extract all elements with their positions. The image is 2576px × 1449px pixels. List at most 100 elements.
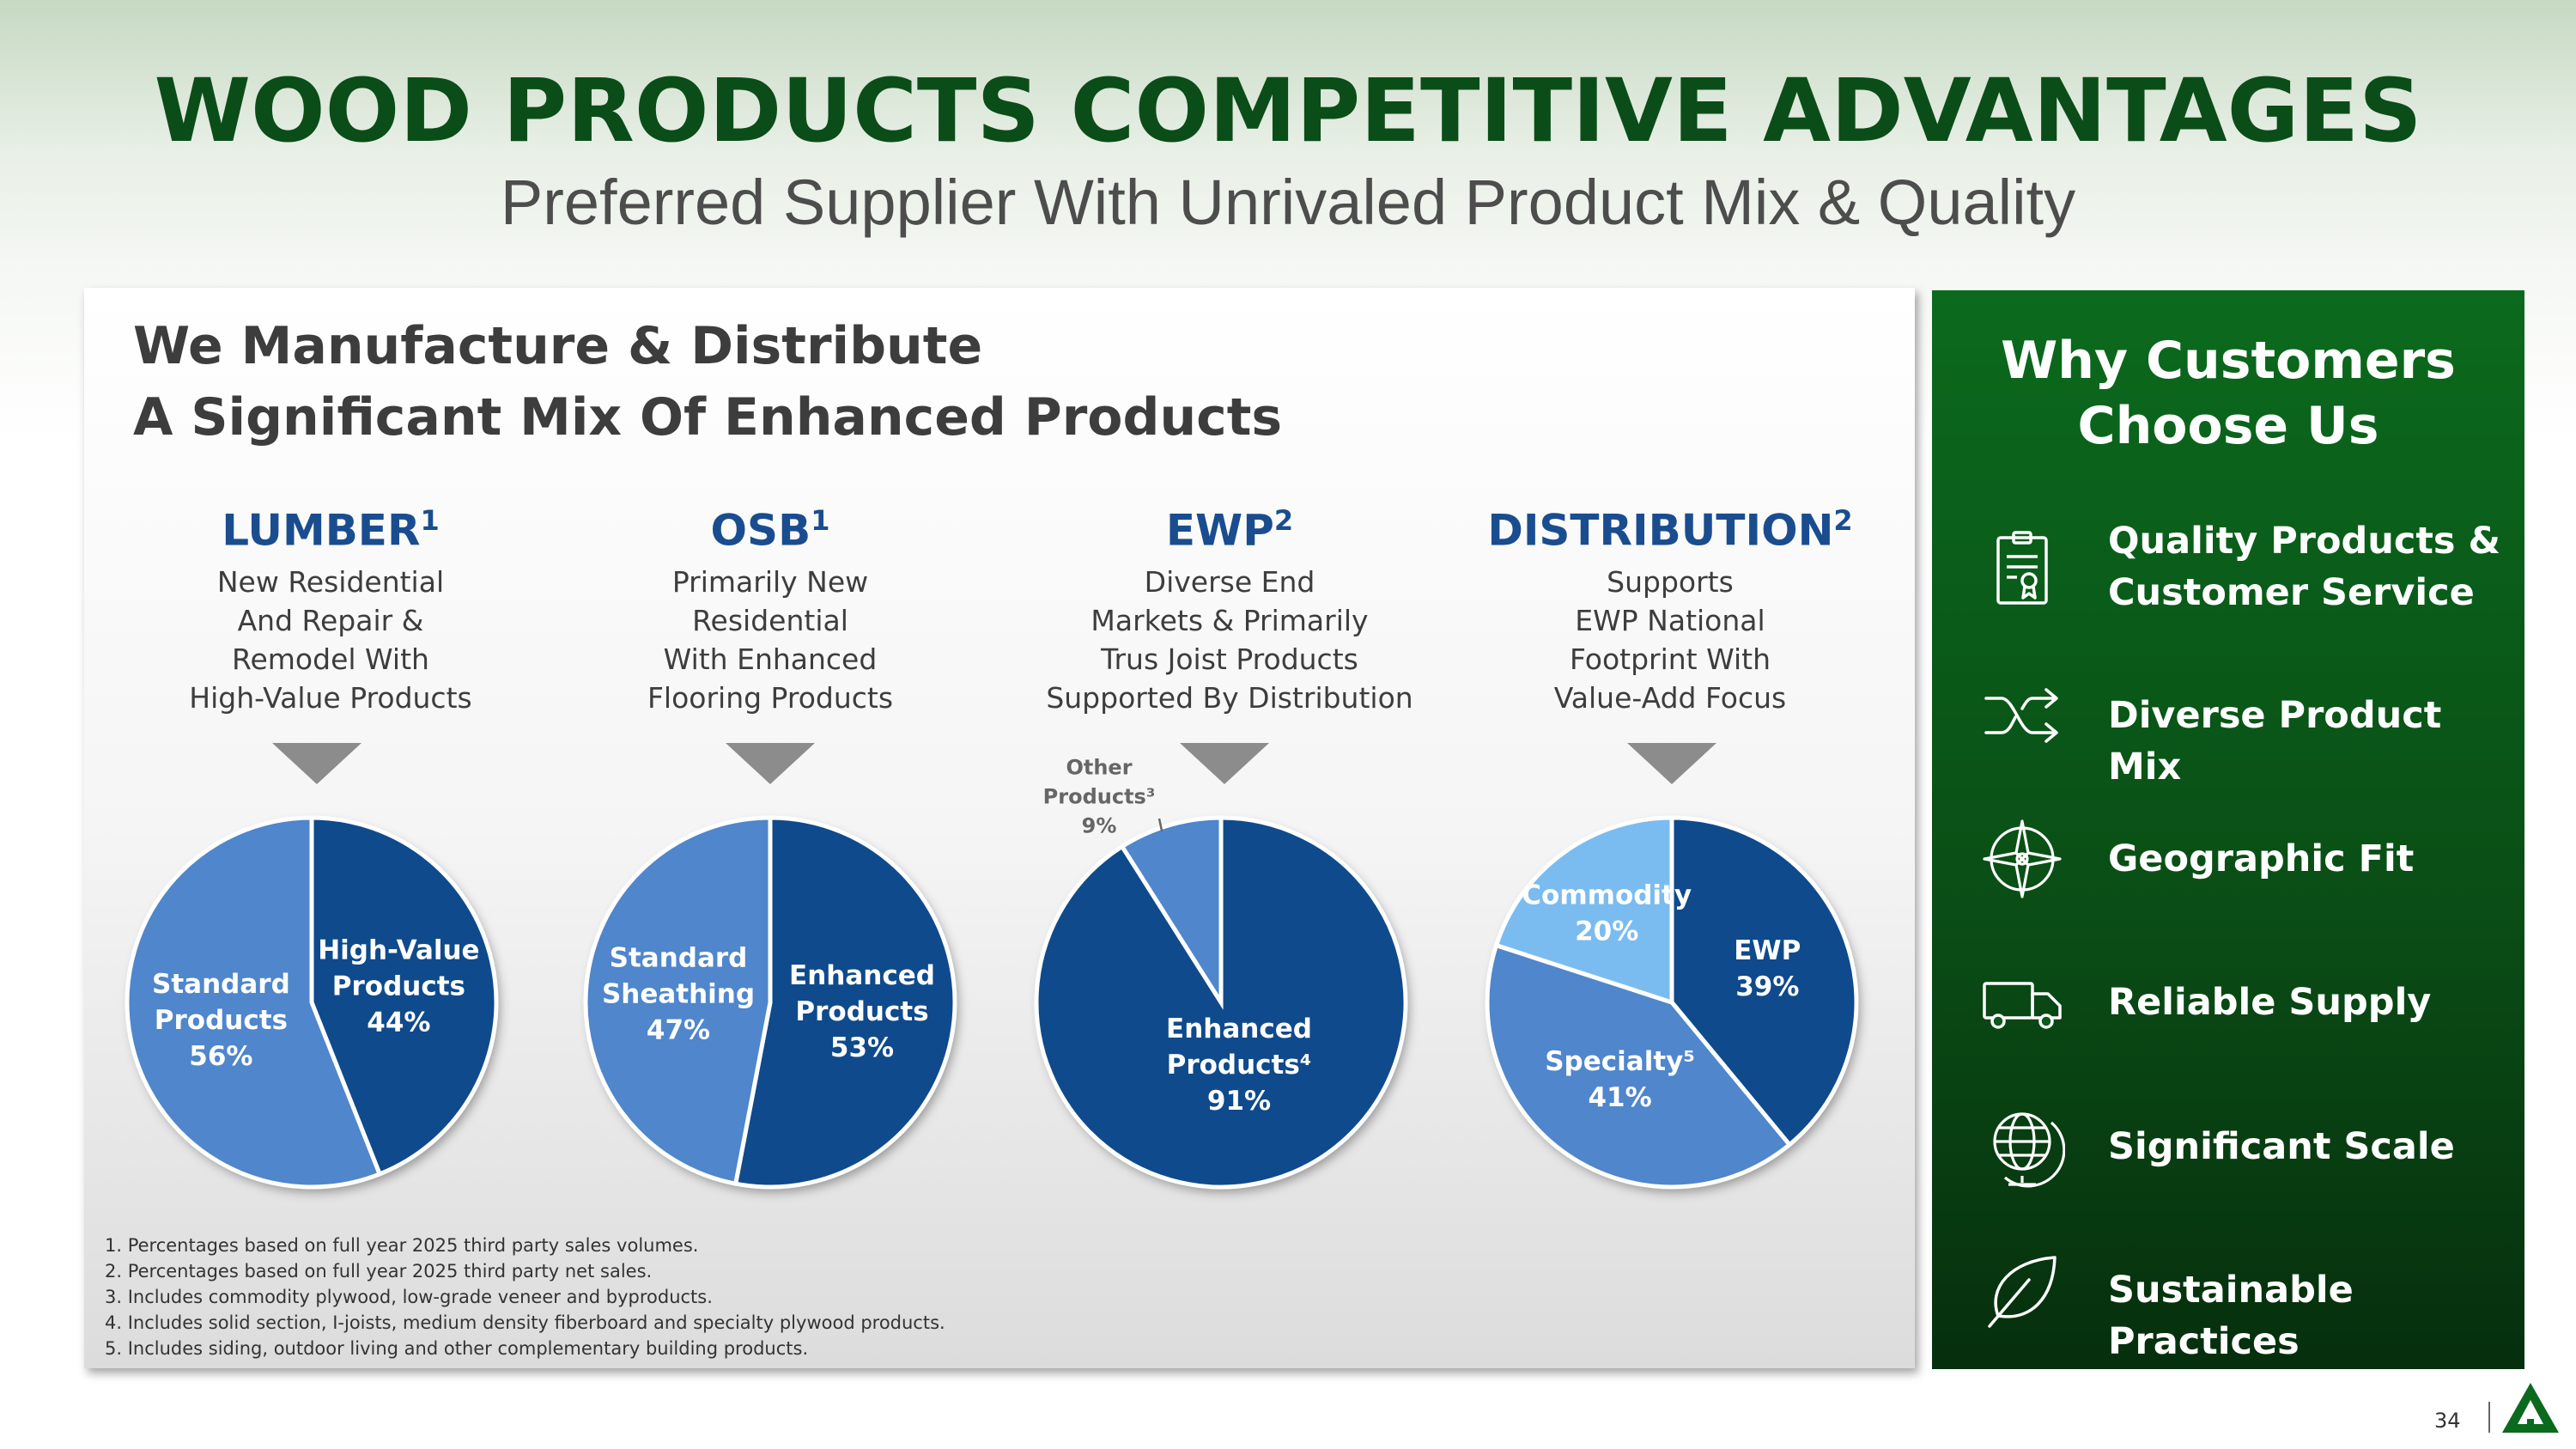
- slice-label-line: Enhanced: [1166, 1014, 1312, 1044]
- slice-label: EWP 39%: [1734, 935, 1801, 1002]
- slice-label-line: Standard: [610, 943, 748, 974]
- tree-logo-icon: [2502, 1383, 2559, 1433]
- desc-line: New Residential: [216, 565, 445, 599]
- slice-label-line: EWP: [1734, 935, 1801, 966]
- leaf-icon: [1988, 1256, 2057, 1328]
- footnote-3: 3. Includes commodity plywood, low-grade…: [105, 1287, 713, 1307]
- desc-line: Primarily New: [671, 565, 869, 599]
- certificate-icon: [1996, 531, 2048, 605]
- sidebar-title-line1: Why Customers: [2001, 331, 2456, 391]
- desc-line: And Repair &: [237, 604, 424, 637]
- slice-label-line: 44%: [367, 1008, 430, 1038]
- footnote-1: 1. Percentages based on full year 2025 t…: [105, 1235, 699, 1256]
- slice-label-line: 41%: [1588, 1082, 1651, 1113]
- slice-label: Standard Sheathing 47%: [602, 943, 755, 1046]
- panel-title-line1: We Manufacture & Distribute: [133, 316, 983, 376]
- pie-lumber: High-Value Products 44% Standard Products 56%: [125, 815, 499, 1190]
- slice-label-line: 39%: [1735, 971, 1799, 1002]
- reason-line: Diverse Product Mix: [2108, 694, 2442, 788]
- slice-label: Other Products³ 9%: [1043, 755, 1156, 837]
- slice-label: Specialty⁵ 41%: [1545, 1046, 1695, 1113]
- sidebar-title: Why Customers Choose Us: [1932, 328, 2524, 459]
- pie-slice: [309, 815, 499, 1178]
- slice-label-line: Commodity: [1522, 880, 1692, 911]
- slice-label-line: High-Value: [318, 935, 479, 966]
- pie-slice: [1119, 815, 1224, 1010]
- desc-line: High-Value Products: [189, 681, 472, 715]
- reason-quality: Quality Products & Customer Service: [2108, 515, 2520, 618]
- reason-sustainable: Sustainable Practices: [2108, 1264, 2520, 1367]
- shuffle-icon: [1984, 688, 2058, 743]
- leader-line: [1157, 818, 1163, 832]
- slice-label-line: Products: [332, 971, 465, 1002]
- slice-label-line: 47%: [647, 1015, 710, 1046]
- slice-label-line: Products: [795, 996, 928, 1027]
- desc-line: Remodel With: [232, 642, 429, 676]
- desc-line: Value-Add Focus: [1553, 681, 1787, 715]
- footnotes: 1. Percentages based on full year 2025 t…: [105, 1233, 945, 1361]
- pie-slice: [732, 815, 957, 1190]
- pie-slice: [1485, 942, 1793, 1190]
- slice-label-line: 56%: [189, 1041, 252, 1072]
- compass-icon: [1983, 819, 2062, 898]
- pie-ewp: Enhanced Products⁴ 91% Other Products³ 9%: [1034, 755, 1408, 1190]
- reason-line: Quality Products &: [2108, 520, 2500, 563]
- desc-line: With Enhanced: [663, 642, 878, 676]
- pie-slice: [125, 815, 383, 1190]
- slice-label-line: Products: [155, 1005, 288, 1036]
- reason-line: Significant Scale: [2108, 1125, 2455, 1168]
- slice-label-line: Other: [1066, 755, 1132, 779]
- panel-title: We Manufacture & Distribute A Significan…: [133, 311, 1282, 454]
- globe-icon: [1993, 1112, 2065, 1188]
- desc-line: Trus Joist Products: [1101, 642, 1358, 676]
- segment-desc-distribution: Supports EWP National Footprint With Val…: [1413, 563, 1928, 717]
- reason-line: Geographic Fit: [2108, 837, 2415, 880]
- truck-icon: [1983, 982, 2062, 1029]
- slice-label-line: 91%: [1207, 1086, 1271, 1117]
- page-title: WOOD PRODUCTS COMPETITIVE ADVANTAGES: [154, 60, 2422, 162]
- segment-desc-ewp: Diverse End Markets & Primarily Trus Joi…: [972, 563, 1487, 717]
- slice-label: High-Value Products 44%: [318, 935, 479, 1038]
- footnote-5: 5. Includes siding, outdoor living and o…: [105, 1338, 809, 1359]
- desc-line: Footprint With: [1569, 642, 1771, 676]
- desc-line: Flooring Products: [647, 681, 894, 715]
- desc-line: Markets & Primarily: [1091, 604, 1369, 637]
- slice-label-line: 53%: [830, 1032, 894, 1063]
- slice-label: Enhanced Products 53%: [789, 960, 935, 1063]
- page-divider: [2488, 1402, 2490, 1433]
- segment-title-osb: OSB1: [710, 504, 830, 556]
- segment-title-lumber: LUMBER1: [222, 504, 440, 556]
- reason-diverse-mix: Diverse Product Mix: [2108, 690, 2520, 793]
- slice-label: Enhanced Products⁴ 91%: [1166, 1014, 1312, 1117]
- pie-osb: Enhanced Products 53% Standard Sheathing 47%: [583, 815, 957, 1190]
- slice-label: Commodity 20%: [1522, 880, 1692, 947]
- reason-line: Customer Service: [2108, 571, 2475, 614]
- footnote-2: 2. Percentages based on full year 2025 t…: [105, 1261, 653, 1282]
- reason-line: Sustainable Practices: [2108, 1269, 2354, 1363]
- slice-label-line: Products⁴: [1167, 1050, 1312, 1081]
- slice-label-line: Sheathing: [602, 979, 755, 1010]
- panel-title-line2: A Significant Mix Of Enhanced Products: [133, 387, 1283, 447]
- page-subtitle: Preferred Supplier With Unrivaled Produc…: [500, 167, 2076, 238]
- pointer-arrow: [1627, 743, 1716, 784]
- segment-desc-lumber: New Residential And Repair & Remodel Wit…: [73, 563, 588, 717]
- reason-geographic-fit: Geographic Fit: [2108, 833, 2520, 885]
- desc-line: Diverse End: [1144, 565, 1315, 599]
- desc-line: Supported By Distribution: [1046, 681, 1413, 715]
- pie-slice: [1669, 815, 1859, 1148]
- reason-significant-scale: Significant Scale: [2108, 1121, 2520, 1172]
- sidebar-title-line2: Choose Us: [2077, 396, 2379, 456]
- reason-reliable-supply: Reliable Supply: [2108, 977, 2520, 1028]
- desc-line: EWP National: [1575, 604, 1765, 637]
- footnote-4: 4. Includes solid section, I-joists, med…: [105, 1312, 945, 1333]
- pointer-arrow: [726, 743, 815, 784]
- segment-title-distribution: DISTRIBUTION2: [1487, 504, 1853, 556]
- slice-label-line: 9%: [1082, 813, 1117, 837]
- slice-label-line: 20%: [1575, 916, 1638, 947]
- slice-label: Standard Products 56%: [152, 969, 290, 1072]
- slice-label-line: Enhanced: [789, 960, 935, 991]
- pointer-arrow: [1180, 743, 1269, 784]
- slice-label-line: Specialty⁵: [1545, 1046, 1695, 1077]
- pie-slice: [583, 815, 773, 1187]
